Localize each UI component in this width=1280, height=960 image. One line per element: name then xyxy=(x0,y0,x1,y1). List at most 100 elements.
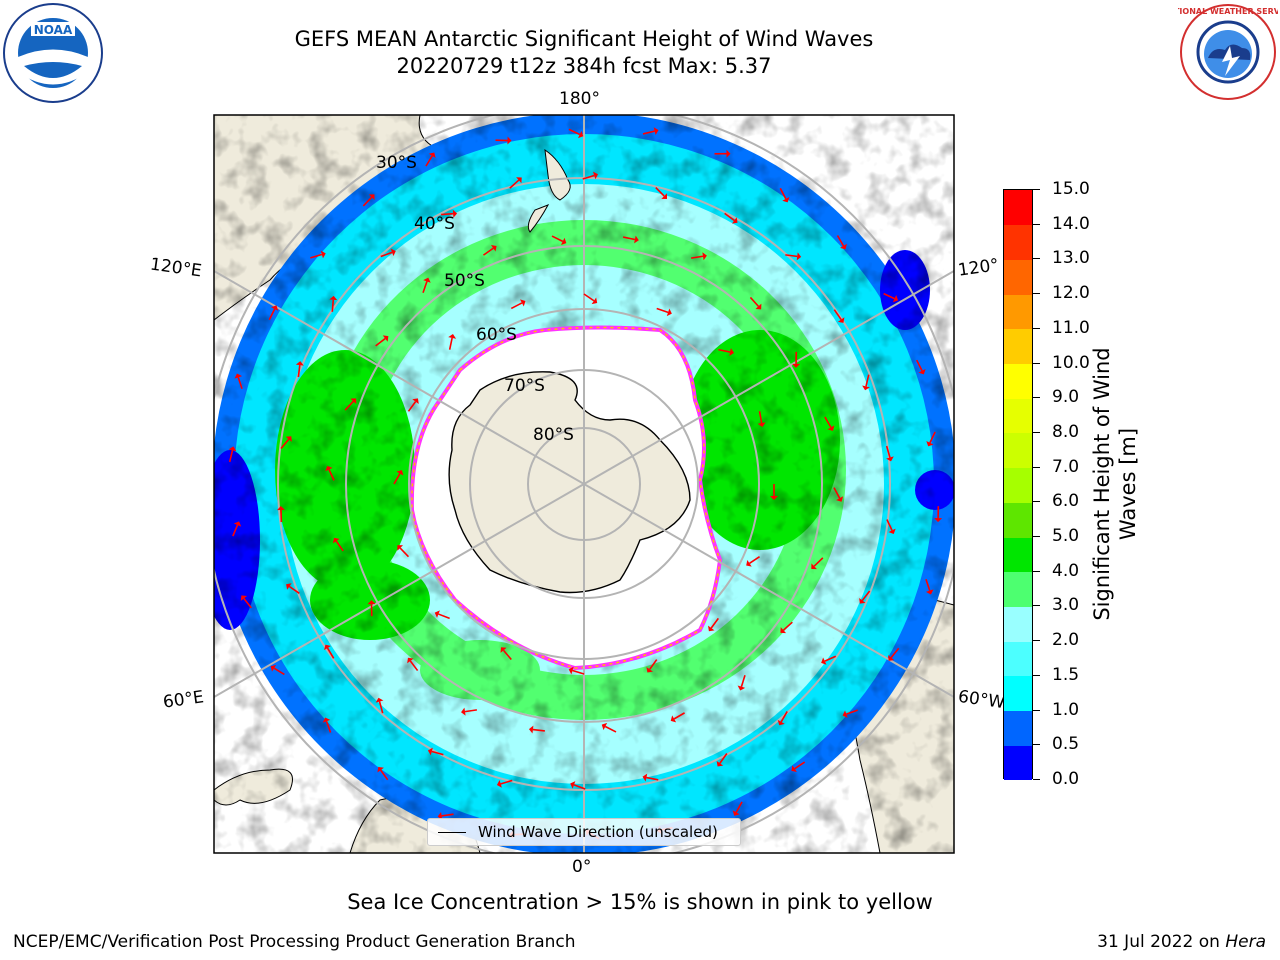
wave-arrow-shaft xyxy=(915,359,923,372)
wave-arrow-shaft xyxy=(378,701,384,714)
lat-label-40: 40°S xyxy=(414,214,455,234)
wave-arrow-shaft xyxy=(280,438,290,450)
colorbar-tick xyxy=(1033,431,1040,433)
sea-ice-note: Sea Ice Concentration > 15% is shown in … xyxy=(347,890,933,914)
wave-arrow-head xyxy=(755,303,762,310)
colorbar-segment xyxy=(1004,606,1032,642)
wave-arrow-shaft xyxy=(441,212,454,216)
colorbar-tick xyxy=(1033,640,1040,642)
wave-arrow-shaft xyxy=(655,187,665,197)
wave-arrow-head xyxy=(560,237,567,245)
wave-arrow-head xyxy=(375,697,384,703)
wave-arrow-head xyxy=(886,456,894,462)
wave-arrow-head xyxy=(708,625,715,632)
wave-arrow-shaft xyxy=(833,487,841,499)
legend-line-sample xyxy=(438,832,466,833)
lon-label-top: 180° xyxy=(559,89,600,109)
wave-arrow-head xyxy=(859,598,866,604)
wave-arrow-head xyxy=(427,747,433,756)
wave-arrow-shaft xyxy=(551,235,564,243)
wave-arrow-head xyxy=(792,363,801,368)
wave-arrow-head xyxy=(423,277,431,283)
noaa-logo-icon: NOAA xyxy=(3,3,103,103)
wave-arrow-head xyxy=(322,717,331,723)
wave-arrow-head xyxy=(777,719,785,726)
wave-arrow-shaft xyxy=(441,813,454,817)
wave-arrow-head xyxy=(516,177,522,184)
wave-arrow-head xyxy=(520,299,526,307)
colorbar-tick xyxy=(1033,605,1040,607)
wave-arrow-head xyxy=(228,446,237,452)
colorbar-tick xyxy=(1033,674,1040,676)
wave-arrow-shaft xyxy=(328,469,335,481)
nws-logo-text: NATIONAL WEATHER SERVICE xyxy=(1178,7,1278,16)
wave-arrow-shaft xyxy=(656,307,669,314)
wave-arrow-shaft xyxy=(335,540,344,552)
wave-arrow-head xyxy=(646,666,653,673)
wave-arrow-shaft xyxy=(718,348,731,353)
wave-arrow-shaft xyxy=(779,187,787,200)
colorbar-segment xyxy=(1004,467,1032,503)
wave-arrow-head xyxy=(726,149,731,158)
footer-date-text: 31 Jul 2022 on xyxy=(1097,932,1226,952)
wave-arrow-shaft xyxy=(362,196,373,207)
wave-arrow-shaft xyxy=(243,598,252,609)
wave-arrow-shaft xyxy=(268,308,276,321)
wave-arrow-head xyxy=(732,810,740,816)
wave-arrow-shaft xyxy=(438,613,450,620)
wave-arrow-shaft xyxy=(380,251,393,258)
legend-label: Wind Wave Direction (unscaled) xyxy=(478,823,718,841)
colorbar-segment xyxy=(1004,502,1032,538)
colorbar-segment xyxy=(1004,537,1032,573)
wave-arrow-head xyxy=(670,715,677,723)
wave-arrow-head xyxy=(271,305,279,311)
wave-arrow-shaft xyxy=(409,660,419,672)
colorbar-tick xyxy=(1033,397,1040,399)
colorbar-tick-label: 2.0 xyxy=(1052,630,1080,651)
wave-arrow-head xyxy=(578,130,584,139)
wave-arrow-shaft xyxy=(431,750,444,756)
wave-arrow-head xyxy=(888,528,896,534)
colorbar-segment xyxy=(1004,259,1032,295)
noaa-logo-text: NOAA xyxy=(34,23,73,37)
colorbar-segment xyxy=(1004,675,1032,712)
colorbar-tick xyxy=(1033,223,1040,225)
wave-arrow-shaft xyxy=(604,725,617,733)
wave-arrow-head xyxy=(757,422,766,428)
colorbar-tick xyxy=(1033,466,1040,468)
lat-label-80: 80°S xyxy=(533,425,574,445)
colorbar-tick xyxy=(1033,536,1040,538)
wave-arrow-shaft xyxy=(890,647,900,659)
map-legend: Wind Wave Direction (unscaled) xyxy=(427,818,741,846)
wave-arrow-shaft xyxy=(237,377,243,389)
wave-arrow-head xyxy=(507,136,512,145)
colorbar-tick-label: 0.0 xyxy=(1052,769,1080,789)
colorbar-tick xyxy=(1033,501,1040,503)
wave-arrow-head xyxy=(382,335,389,342)
wave-arrow-shaft xyxy=(642,130,655,135)
wave-arrow-shaft xyxy=(482,247,494,256)
wave-arrow-head xyxy=(448,333,457,339)
wave-arrow-head xyxy=(434,610,440,618)
wave-arrow-head xyxy=(661,193,668,199)
wave-arrow-shaft xyxy=(228,450,234,463)
wave-arrow-head xyxy=(350,398,357,405)
wave-arrow-head xyxy=(568,666,574,675)
wave-arrow-shaft xyxy=(532,728,545,732)
wave-arrow-head xyxy=(862,385,870,391)
wave-arrow-shaft xyxy=(813,557,824,567)
wave-arrow-head xyxy=(412,398,419,404)
lat-label-60: 60°S xyxy=(476,325,517,345)
wave-arrow-shaft xyxy=(500,779,513,785)
wave-arrow-head xyxy=(821,657,827,665)
wave-arrow-head xyxy=(780,627,787,634)
colorbar-tick-label: 1.0 xyxy=(1052,699,1080,720)
wave-arrow-shaft xyxy=(925,579,931,591)
colorbar-tick-label: 1.5 xyxy=(1052,664,1080,685)
wave-arrow-head xyxy=(666,308,672,317)
wave-arrow-head xyxy=(396,470,404,476)
wave-arrow-head xyxy=(716,760,724,767)
wave-arrow-shaft xyxy=(573,784,586,790)
lat-label-30: 30°S xyxy=(376,153,417,173)
colorbar-tick-label: 10.0 xyxy=(1052,352,1090,373)
